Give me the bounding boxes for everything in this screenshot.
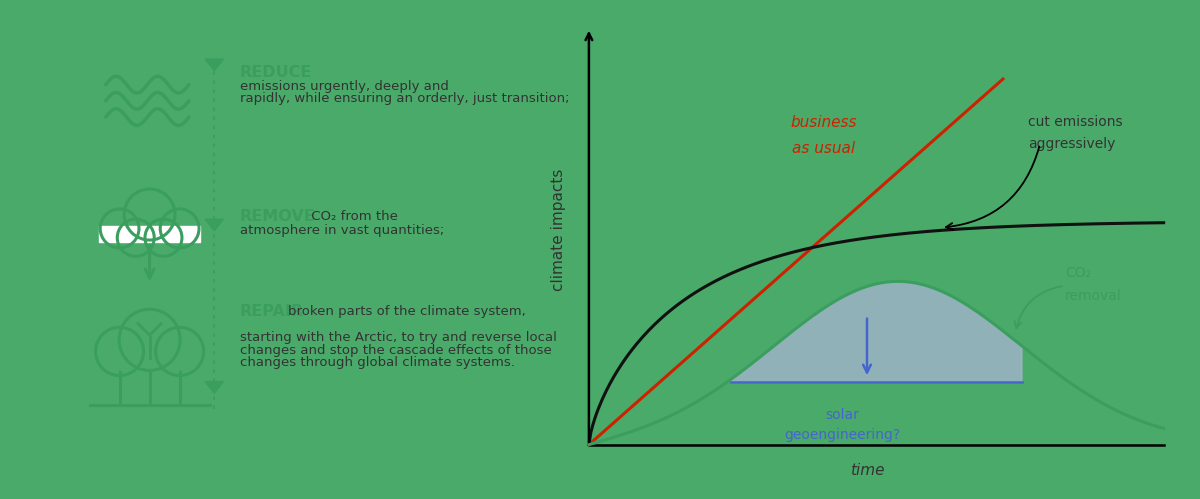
Text: starting with the Arctic, to try and reverse local: starting with the Arctic, to try and rev…: [240, 331, 557, 344]
Text: CO₂ from the: CO₂ from the: [307, 211, 397, 224]
Text: business: business: [791, 115, 857, 130]
Text: atmosphere in vast quantities;: atmosphere in vast quantities;: [240, 224, 444, 237]
Text: REMOVE: REMOVE: [240, 210, 316, 225]
Text: emissions urgently, deeply and: emissions urgently, deeply and: [240, 80, 449, 93]
Text: removal: removal: [1064, 289, 1122, 303]
Text: as usual: as usual: [792, 141, 856, 156]
Text: changes through global climate systems.: changes through global climate systems.: [240, 356, 515, 369]
Text: geoengineering?: geoengineering?: [785, 428, 900, 442]
FancyBboxPatch shape: [98, 226, 200, 243]
Text: time: time: [850, 463, 884, 478]
Text: CO₂: CO₂: [1064, 266, 1091, 280]
Text: aggressively: aggressively: [1027, 137, 1115, 151]
Text: REDUCE: REDUCE: [240, 65, 312, 80]
Text: broken parts of the climate system,: broken parts of the climate system,: [288, 305, 526, 318]
Text: cut emissions: cut emissions: [1027, 115, 1122, 129]
Text: changes and stop the cascade effects of those: changes and stop the cascade effects of …: [240, 343, 552, 356]
Text: rapidly, while ensuring an orderly, just transition;: rapidly, while ensuring an orderly, just…: [240, 92, 569, 105]
Polygon shape: [205, 219, 223, 231]
Text: climate impacts: climate impacts: [551, 169, 565, 291]
Text: REPAIR: REPAIR: [240, 304, 304, 319]
Polygon shape: [205, 382, 223, 393]
Text: solar: solar: [826, 408, 859, 422]
Polygon shape: [205, 59, 223, 71]
